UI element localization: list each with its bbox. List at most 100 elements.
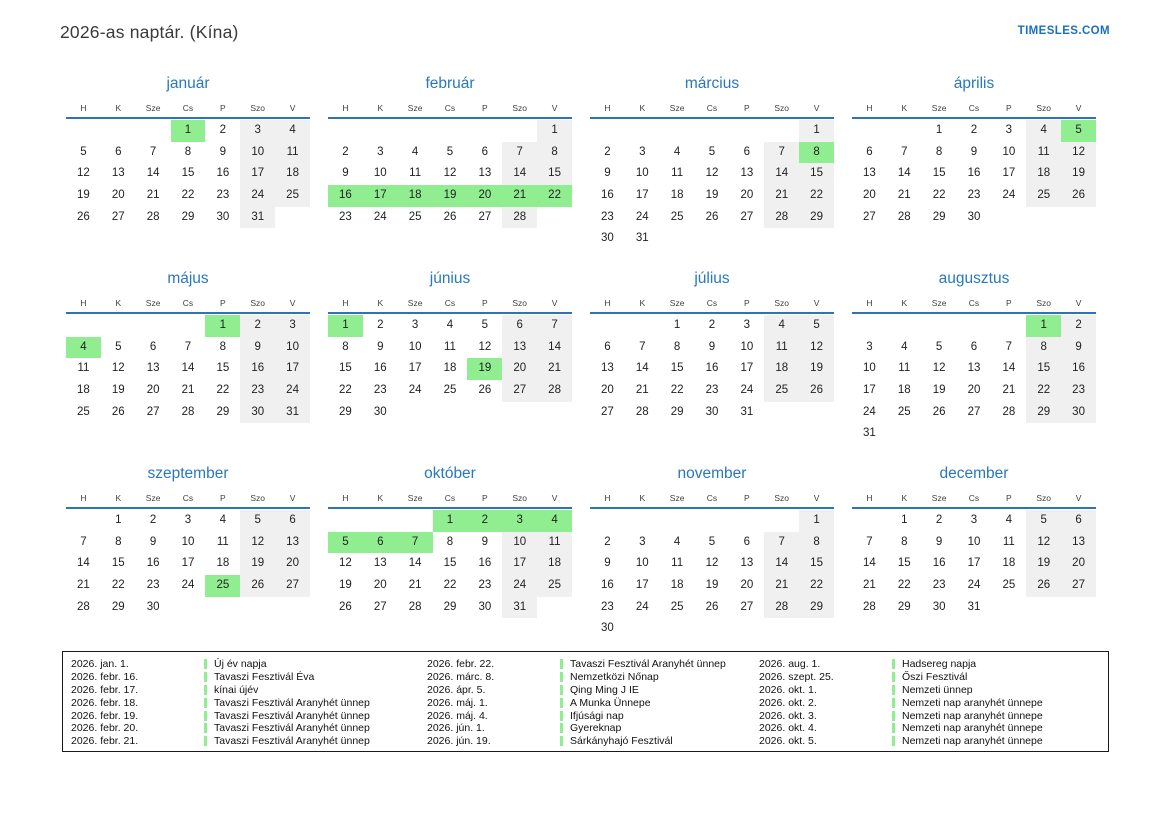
day-cell: 22 [932, 189, 946, 202]
day-cell: 14 [863, 557, 876, 570]
weekday-header: V [813, 298, 820, 308]
legend-group: 2026. aug. 1. Hadsereg napja 2026. szept. … [759, 658, 1102, 751]
day-cell: 1 [799, 510, 834, 532]
day-cell: 28 [181, 405, 195, 418]
day-cell: 9 [935, 535, 943, 548]
weekday-header-row: H K Sze Cs P Szo V [66, 99, 310, 119]
day-cell: 29 [443, 600, 457, 613]
day-cell: 16 [601, 579, 614, 592]
weekday-header: V [289, 493, 296, 503]
empty-cell [590, 510, 625, 532]
legend-item: 2026. aug. 1. Hadsereg napja [759, 658, 1102, 671]
empty-cell [625, 618, 660, 640]
day-cell: 7 [639, 340, 646, 353]
day-cell: 15 [1026, 358, 1062, 381]
day-cell: 8 [446, 535, 454, 548]
month-days: 1 2 3 4 5 6 7 8 9 10 11 12 13 14 15 16 17 18 19 20 21 22 23 24 2… [328, 120, 572, 229]
day-cell: 2 [935, 514, 943, 526]
day-cell: 14 [635, 362, 649, 375]
empty-cell [363, 510, 398, 532]
weekday-header: Sze [931, 103, 947, 113]
day-cell: 17 [240, 163, 276, 186]
weekday-header: Szo [1036, 103, 1052, 113]
day-cell: 11 [764, 336, 800, 359]
day-cell: 26 [932, 405, 946, 418]
day-cell: 10 [240, 141, 276, 164]
legend-item: 2026. febr. 22. Tavaszi Fesztivál Aranyhé… [427, 658, 759, 671]
day-cell: 23 [216, 189, 230, 202]
day-cell: 16 [216, 167, 230, 180]
legend-holiday-name: Ifjúsági nap [570, 709, 624, 722]
day-cell: 29 [897, 600, 911, 613]
day-cell: 23 [240, 380, 276, 402]
day-cell: 13 [1061, 531, 1096, 554]
day-cell: 1 [1026, 315, 1062, 337]
day-cell: 4 [275, 120, 310, 142]
weekday-header: Cs [968, 493, 980, 503]
weekday-header-row: H K Sze Cs P Szo V [852, 294, 1096, 314]
day-cell: 15 [181, 167, 195, 180]
day-cell: 21 [863, 579, 876, 592]
day-cell: 14 [502, 163, 538, 186]
weekday-header: V [1075, 493, 1082, 503]
empty-cell [729, 228, 764, 250]
month-7: július H K Sze Cs P Szo V 1 2 3 4 5 6 7 8 9 10 11 12 13 14 15 1… [590, 267, 834, 462]
day-cell: 30 [1061, 401, 1096, 424]
month-title: április [953, 75, 995, 92]
weekday-header: Sze [931, 493, 947, 503]
day-cell: 5 [708, 145, 716, 158]
day-cell: 1 [328, 315, 363, 337]
day-cell: 31 [967, 600, 981, 613]
day-cell: 9 [149, 535, 157, 548]
weekday-header: H [866, 298, 873, 308]
weekday-header: K [377, 103, 384, 113]
weekday-header: V [289, 103, 296, 113]
empty-cell [991, 315, 1026, 337]
day-cell: 27 [275, 575, 310, 597]
legend-holiday-name: A Munka Ünnepe [570, 696, 651, 709]
day-cell: 27 [967, 405, 981, 418]
day-cell: 13 [111, 167, 125, 180]
holiday-marker-icon [892, 672, 895, 683]
empty-cell [729, 120, 764, 142]
day-cell: 10 [740, 340, 754, 353]
day-cell: 1 [205, 315, 241, 337]
empty-cell [957, 315, 992, 337]
day-cell: 15 [799, 553, 834, 576]
legend-date: 2026. okt. 2. [759, 696, 817, 709]
day-cell: 19 [432, 185, 468, 207]
day-cell: 27 [1061, 575, 1096, 597]
empty-cell [275, 207, 310, 229]
day-cell: 25 [670, 600, 684, 613]
day-cell: 31 [275, 401, 310, 424]
legend-date: 2026. okt. 1. [759, 683, 817, 696]
day-cell: 14 [408, 557, 422, 570]
month-8: augusztus H K Sze Cs P Szo V 1 2 3 4 5 6 7 8 9 10 11 12 13 14… [852, 267, 1096, 462]
day-cell: 2 [467, 510, 503, 532]
day-cell: 11 [898, 362, 911, 375]
day-cell: 18 [1026, 163, 1062, 186]
day-cell: 1 [432, 510, 468, 532]
weekday-header: Sze [669, 103, 685, 113]
holiday-marker-icon [560, 684, 563, 695]
empty-cell [729, 510, 764, 532]
day-cell: 17 [362, 185, 398, 207]
holiday-marker-icon [892, 710, 895, 721]
day-cell: 9 [1061, 336, 1096, 359]
weekday-header: H [866, 103, 873, 113]
day-cell: 9 [240, 336, 276, 359]
day-cell: 14 [764, 553, 800, 576]
day-cell: 11 [671, 557, 684, 570]
legend-item: 2026. máj. 1. A Munka Ünnepe [427, 696, 759, 709]
day-cell: 22 [181, 189, 195, 202]
day-cell: 20 [740, 579, 754, 592]
day-cell: 27 [863, 210, 876, 223]
day-cell: 13 [863, 167, 876, 180]
weekday-header: Cs [444, 103, 456, 113]
day-cell: 22 [897, 579, 911, 592]
day-cell: 16 [932, 557, 946, 570]
day-cell: 5 [446, 145, 454, 158]
weekday-header: K [115, 298, 122, 308]
empty-cell [764, 618, 799, 640]
site-link[interactable]: TIMESLES.COM [1017, 25, 1110, 37]
